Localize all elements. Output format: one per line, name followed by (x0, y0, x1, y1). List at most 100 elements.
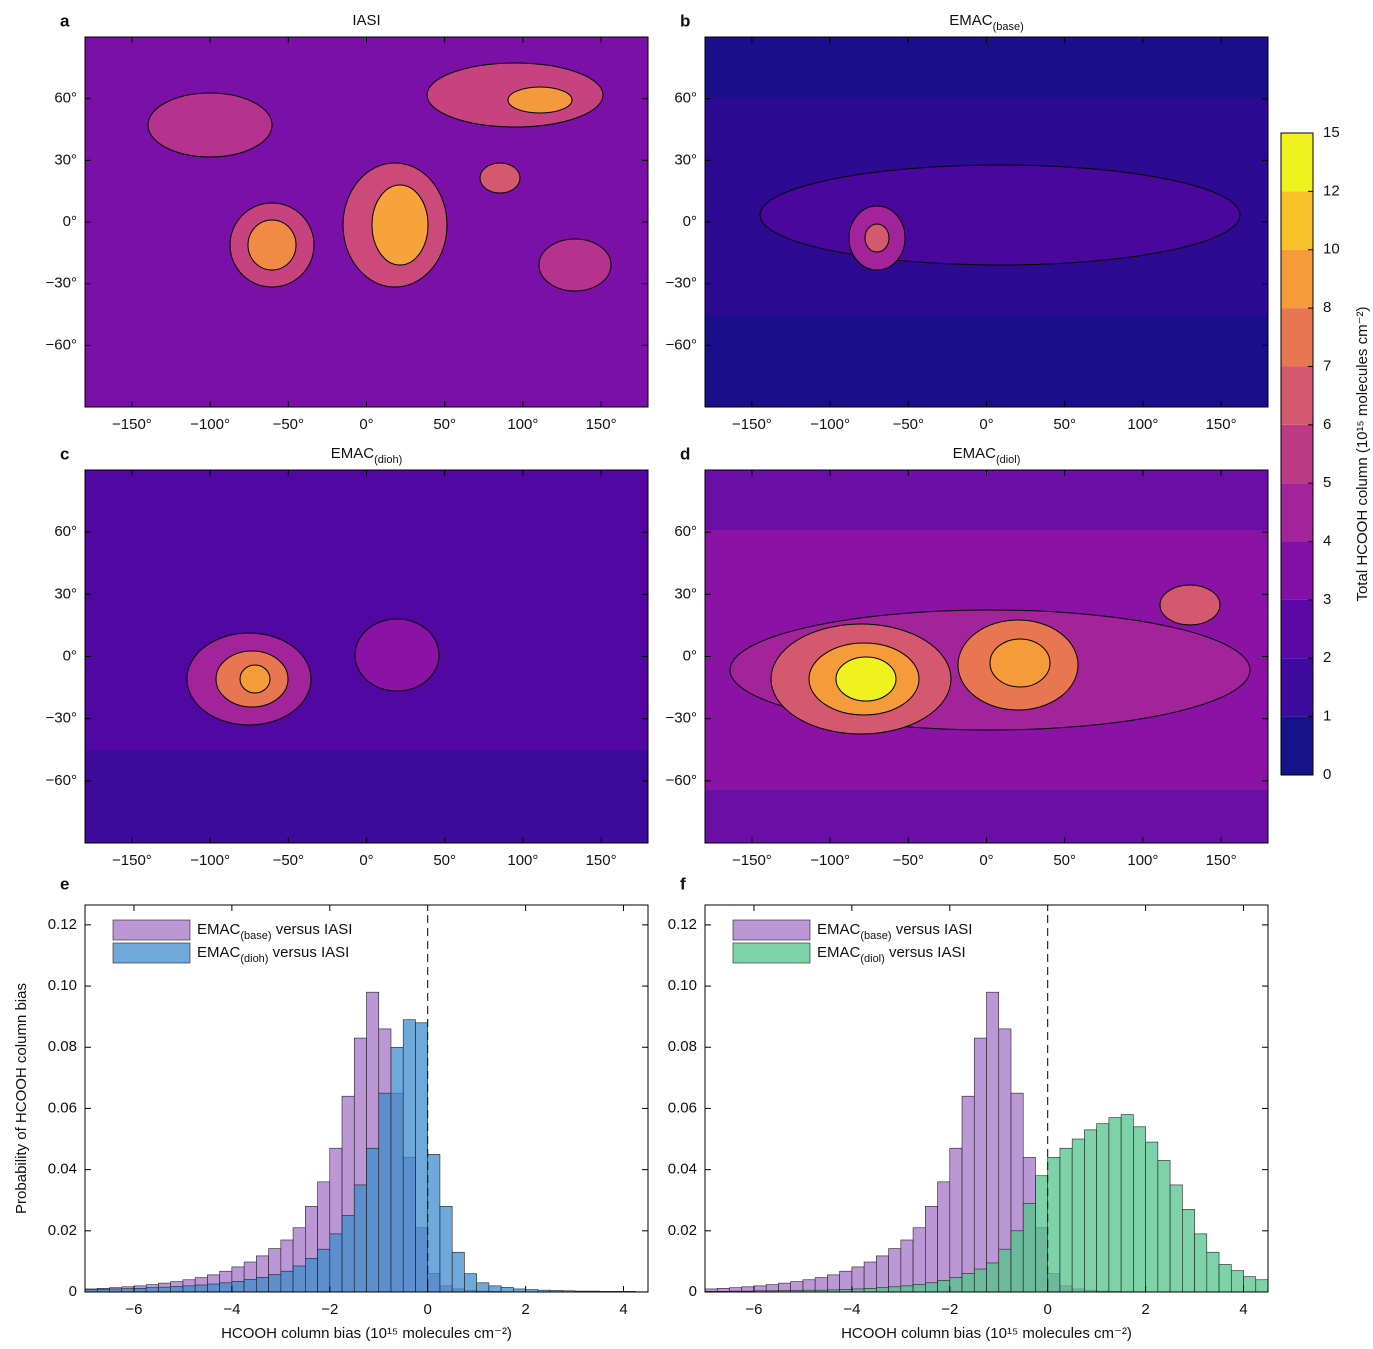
histogram-bar (998, 1248, 1012, 1293)
histogram-bar (863, 1261, 877, 1293)
y-tick-label: 0° (683, 647, 697, 664)
histogram-bar (961, 1273, 975, 1293)
plot-frame (704, 469, 1269, 844)
map-field (85, 37, 648, 407)
histogram-bar (427, 1154, 441, 1293)
y-tick-label: −60° (46, 772, 77, 789)
histogram-bar (900, 1239, 914, 1293)
map-title: IASI (352, 12, 380, 29)
histogram-bar (1169, 1184, 1183, 1293)
histogram-bar (1035, 1175, 1048, 1293)
colorbar-band (1281, 191, 1313, 250)
plot-frame (704, 36, 1269, 408)
y-tick-label: 0 (689, 1283, 697, 1300)
x-tick-label: 50° (1053, 852, 1076, 869)
x-tick-label: −50° (893, 852, 924, 869)
histogram-bar (305, 1258, 318, 1293)
histogram-bar (402, 1019, 416, 1293)
colorbar-tick-label: 3 (1323, 591, 1331, 608)
y-tick-label: 0.02 (48, 1222, 77, 1239)
y-tick-label: 0.04 (668, 1161, 697, 1178)
histogram-bar (937, 1280, 951, 1293)
colorbar-label: Total HCOOH column (10¹⁵ molecules cm⁻²) (1354, 306, 1371, 601)
histogram-bar (876, 1287, 889, 1293)
y-tick-label: 0.08 (48, 1038, 77, 1055)
histogram-bar (1255, 1279, 1269, 1293)
y-tick-label: −60° (46, 336, 77, 353)
legend-label: EMAC(diol) versus IASI (817, 944, 966, 965)
x-tick-label: 4 (1239, 1301, 1247, 1318)
plot-frame (84, 904, 649, 1293)
histogram-bar (451, 1251, 465, 1293)
y-tick-label: 0.10 (48, 977, 77, 994)
map-field (85, 470, 648, 843)
histogram-bar (814, 1277, 828, 1293)
panel-letter: d (680, 444, 690, 463)
x-tick-label: 150° (586, 852, 617, 869)
histogram-bar (1133, 1126, 1146, 1293)
panel-letter: a (60, 11, 70, 30)
histogram-bar (378, 1092, 392, 1293)
panel-letter: c (60, 444, 69, 463)
colorbar-tick-label: 2 (1323, 649, 1331, 666)
histogram-bar (353, 1184, 367, 1293)
y-tick-label: 30° (54, 585, 77, 602)
histogram-bar (1206, 1251, 1220, 1293)
colorbar-tick-label: 12 (1323, 182, 1340, 199)
histogram-bar (876, 1255, 889, 1293)
histogram-bar (133, 1288, 147, 1293)
histogram-bar (1084, 1129, 1097, 1293)
histogram-bar (317, 1248, 331, 1293)
histogram-bar (1120, 1114, 1134, 1293)
histogram-bar (292, 1265, 306, 1293)
y-tick-label: 0° (683, 213, 697, 230)
histogram-bar (1108, 1117, 1122, 1293)
y-axis-label: Probability of HCOOH column bias (13, 983, 30, 1214)
x-tick-label: 4 (619, 1301, 627, 1318)
histogram-bar (949, 1147, 963, 1293)
y-tick-label: 30° (674, 585, 697, 602)
y-tick-label: 60° (54, 523, 77, 540)
y-tick-label: 60° (674, 523, 697, 540)
histogram-bar (256, 1277, 269, 1293)
histogram-bar (145, 1287, 159, 1293)
x-tick-label: −50° (893, 416, 924, 433)
colorbar-tick-label: 8 (1323, 299, 1331, 316)
x-tick-label: −150° (112, 416, 152, 433)
y-tick-label: −60° (666, 772, 697, 789)
histogram-bar (949, 1277, 963, 1293)
histogram-bar (464, 1273, 477, 1293)
histogram-bar (986, 1262, 1000, 1293)
y-tick-label: 0.06 (668, 1099, 697, 1116)
y-tick-label: −30° (666, 275, 697, 292)
legend-label: EMAC(dioh) versus IASI (197, 944, 349, 965)
map-title: EMAC(diol) (953, 445, 1021, 466)
x-tick-label: 100° (1127, 416, 1158, 433)
plot-frame (84, 469, 649, 844)
x-axis-label: HCOOH column bias (10¹⁵ molecules cm⁻²) (221, 1325, 512, 1342)
histogram-bar (500, 1287, 514, 1293)
y-tick-label: 0.02 (668, 1222, 697, 1239)
colorbar-tick-label: 10 (1323, 241, 1340, 258)
histogram-bar (912, 1227, 926, 1293)
x-tick-label: −100° (810, 852, 850, 869)
colorbar-band (1281, 658, 1313, 717)
colorbar-tick-label: 4 (1323, 533, 1331, 550)
colorbar-tick-label: 7 (1323, 357, 1331, 374)
colorbar-band (1281, 599, 1313, 659)
histogram-bar (1047, 1157, 1061, 1293)
panel-letter: e (60, 874, 69, 893)
histogram-bar (851, 1266, 865, 1293)
x-tick-label: −50° (273, 416, 304, 433)
histogram-bar (912, 1284, 926, 1293)
colorbar-band (1281, 424, 1313, 484)
histogram-bar (439, 1206, 453, 1293)
x-tick-label: −4 (223, 1301, 240, 1318)
histogram-bar (194, 1284, 208, 1293)
x-tick-label: −2 (321, 1301, 338, 1318)
map-field (705, 37, 1268, 407)
y-tick-label: 0.12 (48, 916, 77, 933)
colorbar-band (1281, 308, 1313, 367)
x-tick-label: −2 (941, 1301, 958, 1318)
